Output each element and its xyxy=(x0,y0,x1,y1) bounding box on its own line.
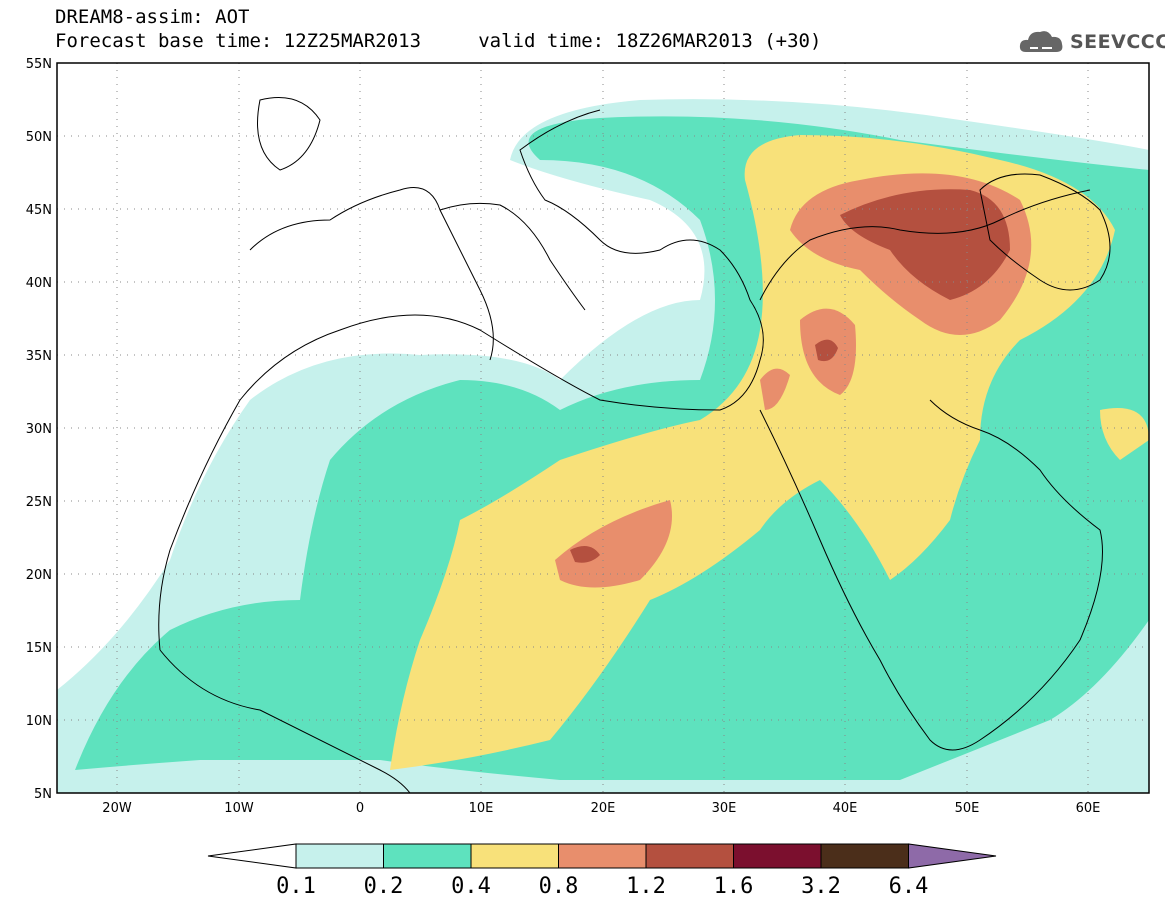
lat-label: 15N xyxy=(26,641,52,656)
aot-band-darkred xyxy=(840,189,1010,300)
lat-label: 55N xyxy=(26,57,52,72)
forecast-time-line: Forecast base time: 12Z25MAR2013 valid t… xyxy=(55,30,822,52)
colorbar-swatch-under xyxy=(207,843,297,869)
aot-band-darkred-chad xyxy=(570,546,600,563)
colorbar-swatch xyxy=(470,843,559,869)
colorbar-swatch xyxy=(820,843,909,869)
colorbar: 0.1 0.2 0.4 0.8 1.2 1.6 3.2 6.4 xyxy=(207,843,997,899)
lon-label: 0 xyxy=(356,801,364,816)
lon-label: 20E xyxy=(591,801,616,816)
cloud-icon xyxy=(1019,31,1063,52)
colorbar-swatch xyxy=(733,843,822,869)
lon-label: 50E xyxy=(955,801,980,816)
seevccc-logo: SEEVCCC xyxy=(1018,26,1165,58)
colorbar-swatch xyxy=(295,843,384,869)
lat-label: 20N xyxy=(26,568,52,583)
colorbar-label: 0.4 xyxy=(451,874,491,899)
colorbar-swatch xyxy=(383,843,472,869)
colorbar-swatch-over xyxy=(908,843,997,869)
lon-label: 10W xyxy=(224,801,254,816)
lat-label: 25N xyxy=(26,495,52,510)
lon-label: 20W xyxy=(102,801,132,816)
coastlines xyxy=(158,97,1111,793)
colorbar-swatch xyxy=(558,843,647,869)
aot-band-orange-egypt xyxy=(760,368,790,410)
lon-label: 30E xyxy=(712,801,737,816)
lat-label: 45N xyxy=(26,203,52,218)
map-frame xyxy=(56,62,1150,794)
lat-label: 35N xyxy=(26,349,52,364)
lat-label: 40N xyxy=(26,276,52,291)
aot-band-orange-sahara xyxy=(555,500,672,588)
colorbar-label: 0.2 xyxy=(364,874,404,899)
map-grid xyxy=(57,63,1149,793)
colorbar-swatch xyxy=(645,843,734,869)
colorbar-label: 1.2 xyxy=(626,874,666,899)
lon-label: 10E xyxy=(469,801,494,816)
map-title: DREAM8-assim: AOT xyxy=(55,6,250,28)
lat-label: 5N xyxy=(34,787,52,802)
colorbar-label: 0.8 xyxy=(539,874,579,899)
lat-label: 30N xyxy=(26,422,52,437)
logo-text: SEEVCCC xyxy=(1070,31,1165,53)
lat-label: 50N xyxy=(26,130,52,145)
lon-label: 60E xyxy=(1076,801,1101,816)
lon-label: 40E xyxy=(833,801,858,816)
longitude-labels: 20W 10W 0 10E 20E 30E 40E 50E 60E xyxy=(102,801,1100,816)
colorbar-label: 6.4 xyxy=(889,874,929,899)
latitude-labels: 55N 50N 45N 40N 35N 30N 25N 20N 15N 10N … xyxy=(26,57,52,802)
lat-label: 10N xyxy=(26,714,52,729)
aot-band-yellow-east xyxy=(1100,408,1149,460)
colorbar-label: 1.6 xyxy=(714,874,754,899)
colorbar-label: 0.1 xyxy=(276,874,316,899)
colorbar-label: 3.2 xyxy=(801,874,841,899)
aot-band-darkred-syria xyxy=(815,339,838,362)
